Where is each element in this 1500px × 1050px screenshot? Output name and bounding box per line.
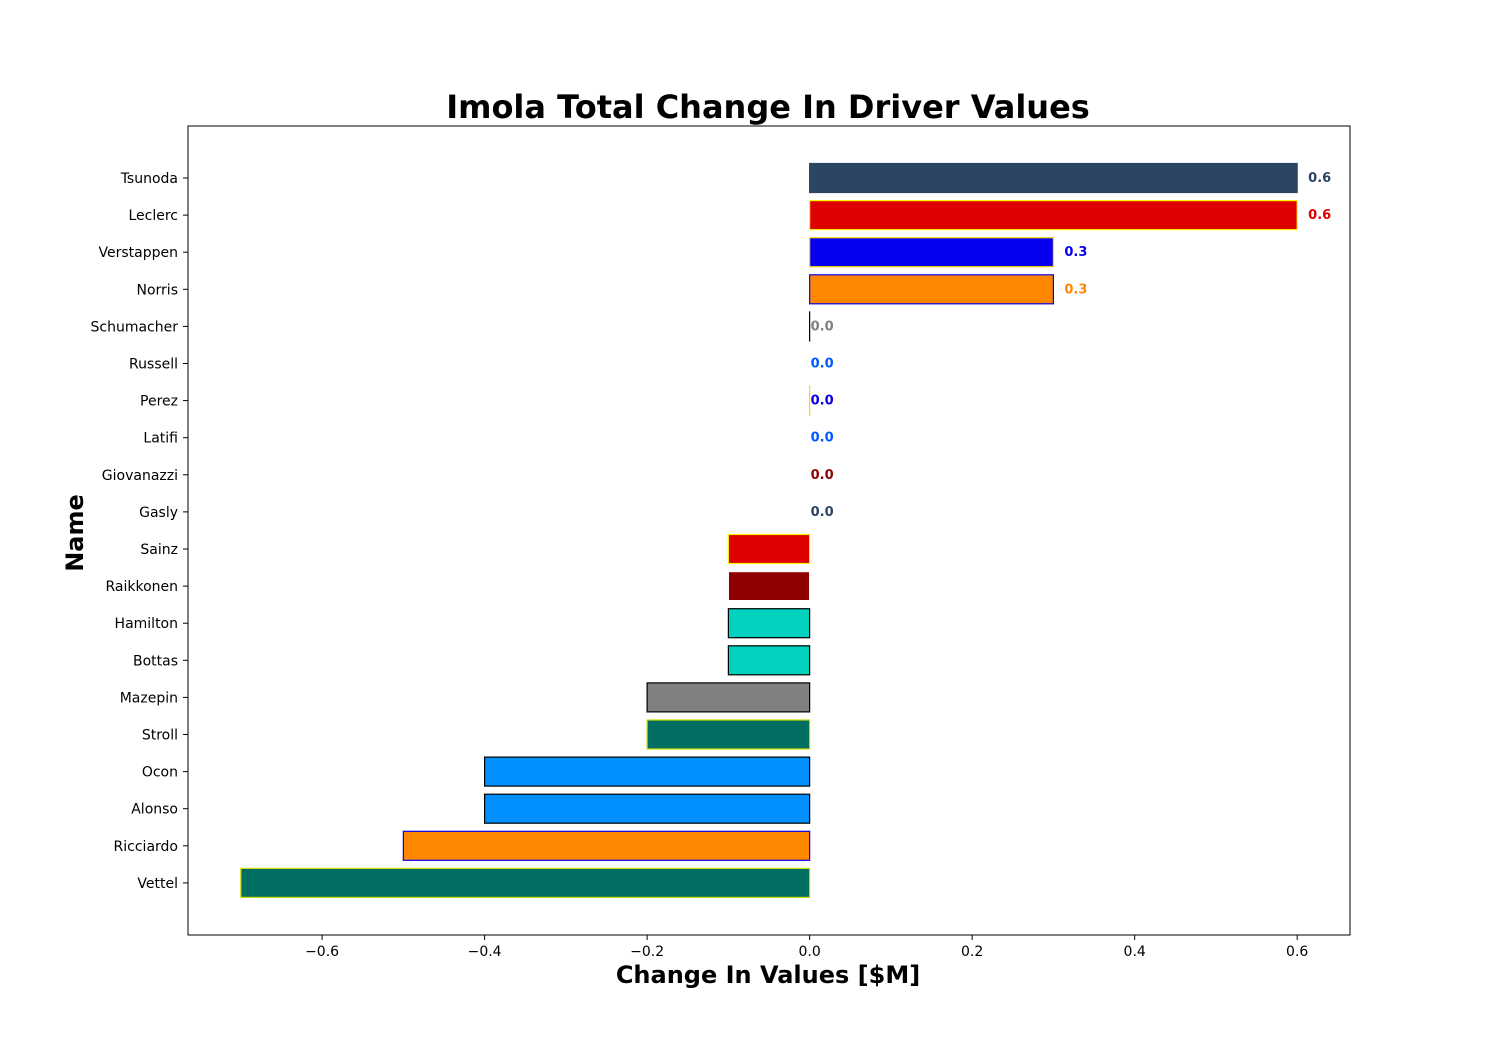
category-label-gasly: Gasly <box>139 505 178 521</box>
data-label-latifi: 0.0 <box>811 431 834 446</box>
category-label-sainz: Sainz <box>140 542 178 558</box>
category-label-schumacher: Schumacher <box>91 319 179 335</box>
bar-leclerc <box>809 200 1298 231</box>
category-label-stroll: Stroll <box>142 728 178 744</box>
bar-hamilton <box>727 608 811 639</box>
bar-vettel <box>240 867 811 899</box>
data-label-perez: 0.0 <box>811 394 834 409</box>
bar-mazepin <box>646 682 811 713</box>
bar-tsunoda <box>809 162 1298 194</box>
bar-norris <box>809 274 1055 305</box>
x-tick-label: −0.2 <box>630 944 664 960</box>
plot-frame <box>187 125 1351 936</box>
bar-ocon <box>483 756 811 787</box>
category-label-russell: Russell <box>129 357 178 373</box>
bar-verstappen <box>809 237 1055 268</box>
x-tick-label: 0.4 <box>1124 944 1146 960</box>
data-label-schumacher: 0.0 <box>811 319 834 334</box>
category-label-alonso: Alonso <box>131 802 178 818</box>
x-tick-label: −0.4 <box>468 944 502 960</box>
x-axis-title: Change In Values [$M] <box>616 961 920 989</box>
data-label-norris: 0.3 <box>1064 282 1087 297</box>
bar-ricciardo <box>402 830 811 861</box>
category-label-hamilton: Hamilton <box>115 616 178 632</box>
bar-alonso <box>483 793 811 824</box>
data-label-russell: 0.0 <box>811 357 834 372</box>
category-label-norris: Norris <box>137 282 179 298</box>
x-tick-label: −0.6 <box>305 944 339 960</box>
data-label-giovanazzi: 0.0 <box>811 468 834 483</box>
category-label-latifi: Latifi <box>143 431 178 447</box>
x-tick-label: 0.6 <box>1286 944 1308 960</box>
data-label-gasly: 0.0 <box>811 505 834 520</box>
bars-layer: 0.6 0.6 0.3 0.3 0.0 0.0 0.0 0.0 0.0 0.0 <box>240 162 1331 899</box>
data-label-leclerc: 0.6 <box>1308 208 1331 223</box>
data-label-verstappen: 0.3 <box>1064 245 1087 260</box>
category-label-raikkonen: Raikkonen <box>105 579 178 595</box>
x-ticks: −0.6 −0.4 −0.2 0.0 0.2 0.4 0.6 <box>305 935 1308 960</box>
category-label-leclerc: Leclerc <box>128 208 178 224</box>
x-tick-label: 0.2 <box>961 944 983 960</box>
x-tick-label: 0.0 <box>798 944 820 960</box>
category-label-ricciardo: Ricciardo <box>114 839 178 855</box>
y-axis-title: Name <box>61 494 89 572</box>
bar-sainz <box>727 533 811 565</box>
data-label-tsunoda: 0.6 <box>1308 171 1331 186</box>
category-label-perez: Perez <box>140 394 178 410</box>
category-label-tsunoda: Tsunoda <box>120 171 178 187</box>
bar-stroll <box>646 719 811 750</box>
bar-bottas <box>727 645 811 676</box>
category-label-vettel: Vettel <box>137 876 178 892</box>
category-label-ocon: Ocon <box>142 765 178 781</box>
category-label-giovanazzi: Giovanazzi <box>102 468 178 484</box>
category-label-bottas: Bottas <box>133 653 178 669</box>
category-labels: Tsunoda Leclerc Verstappen Norris Schumacher… <box>91 171 188 892</box>
category-label-verstappen: Verstappen <box>99 245 178 261</box>
bar-raikkonen <box>727 570 811 602</box>
chart-title: Imola Total Change In Driver Values <box>446 88 1090 126</box>
category-label-mazepin: Mazepin <box>120 690 178 706</box>
